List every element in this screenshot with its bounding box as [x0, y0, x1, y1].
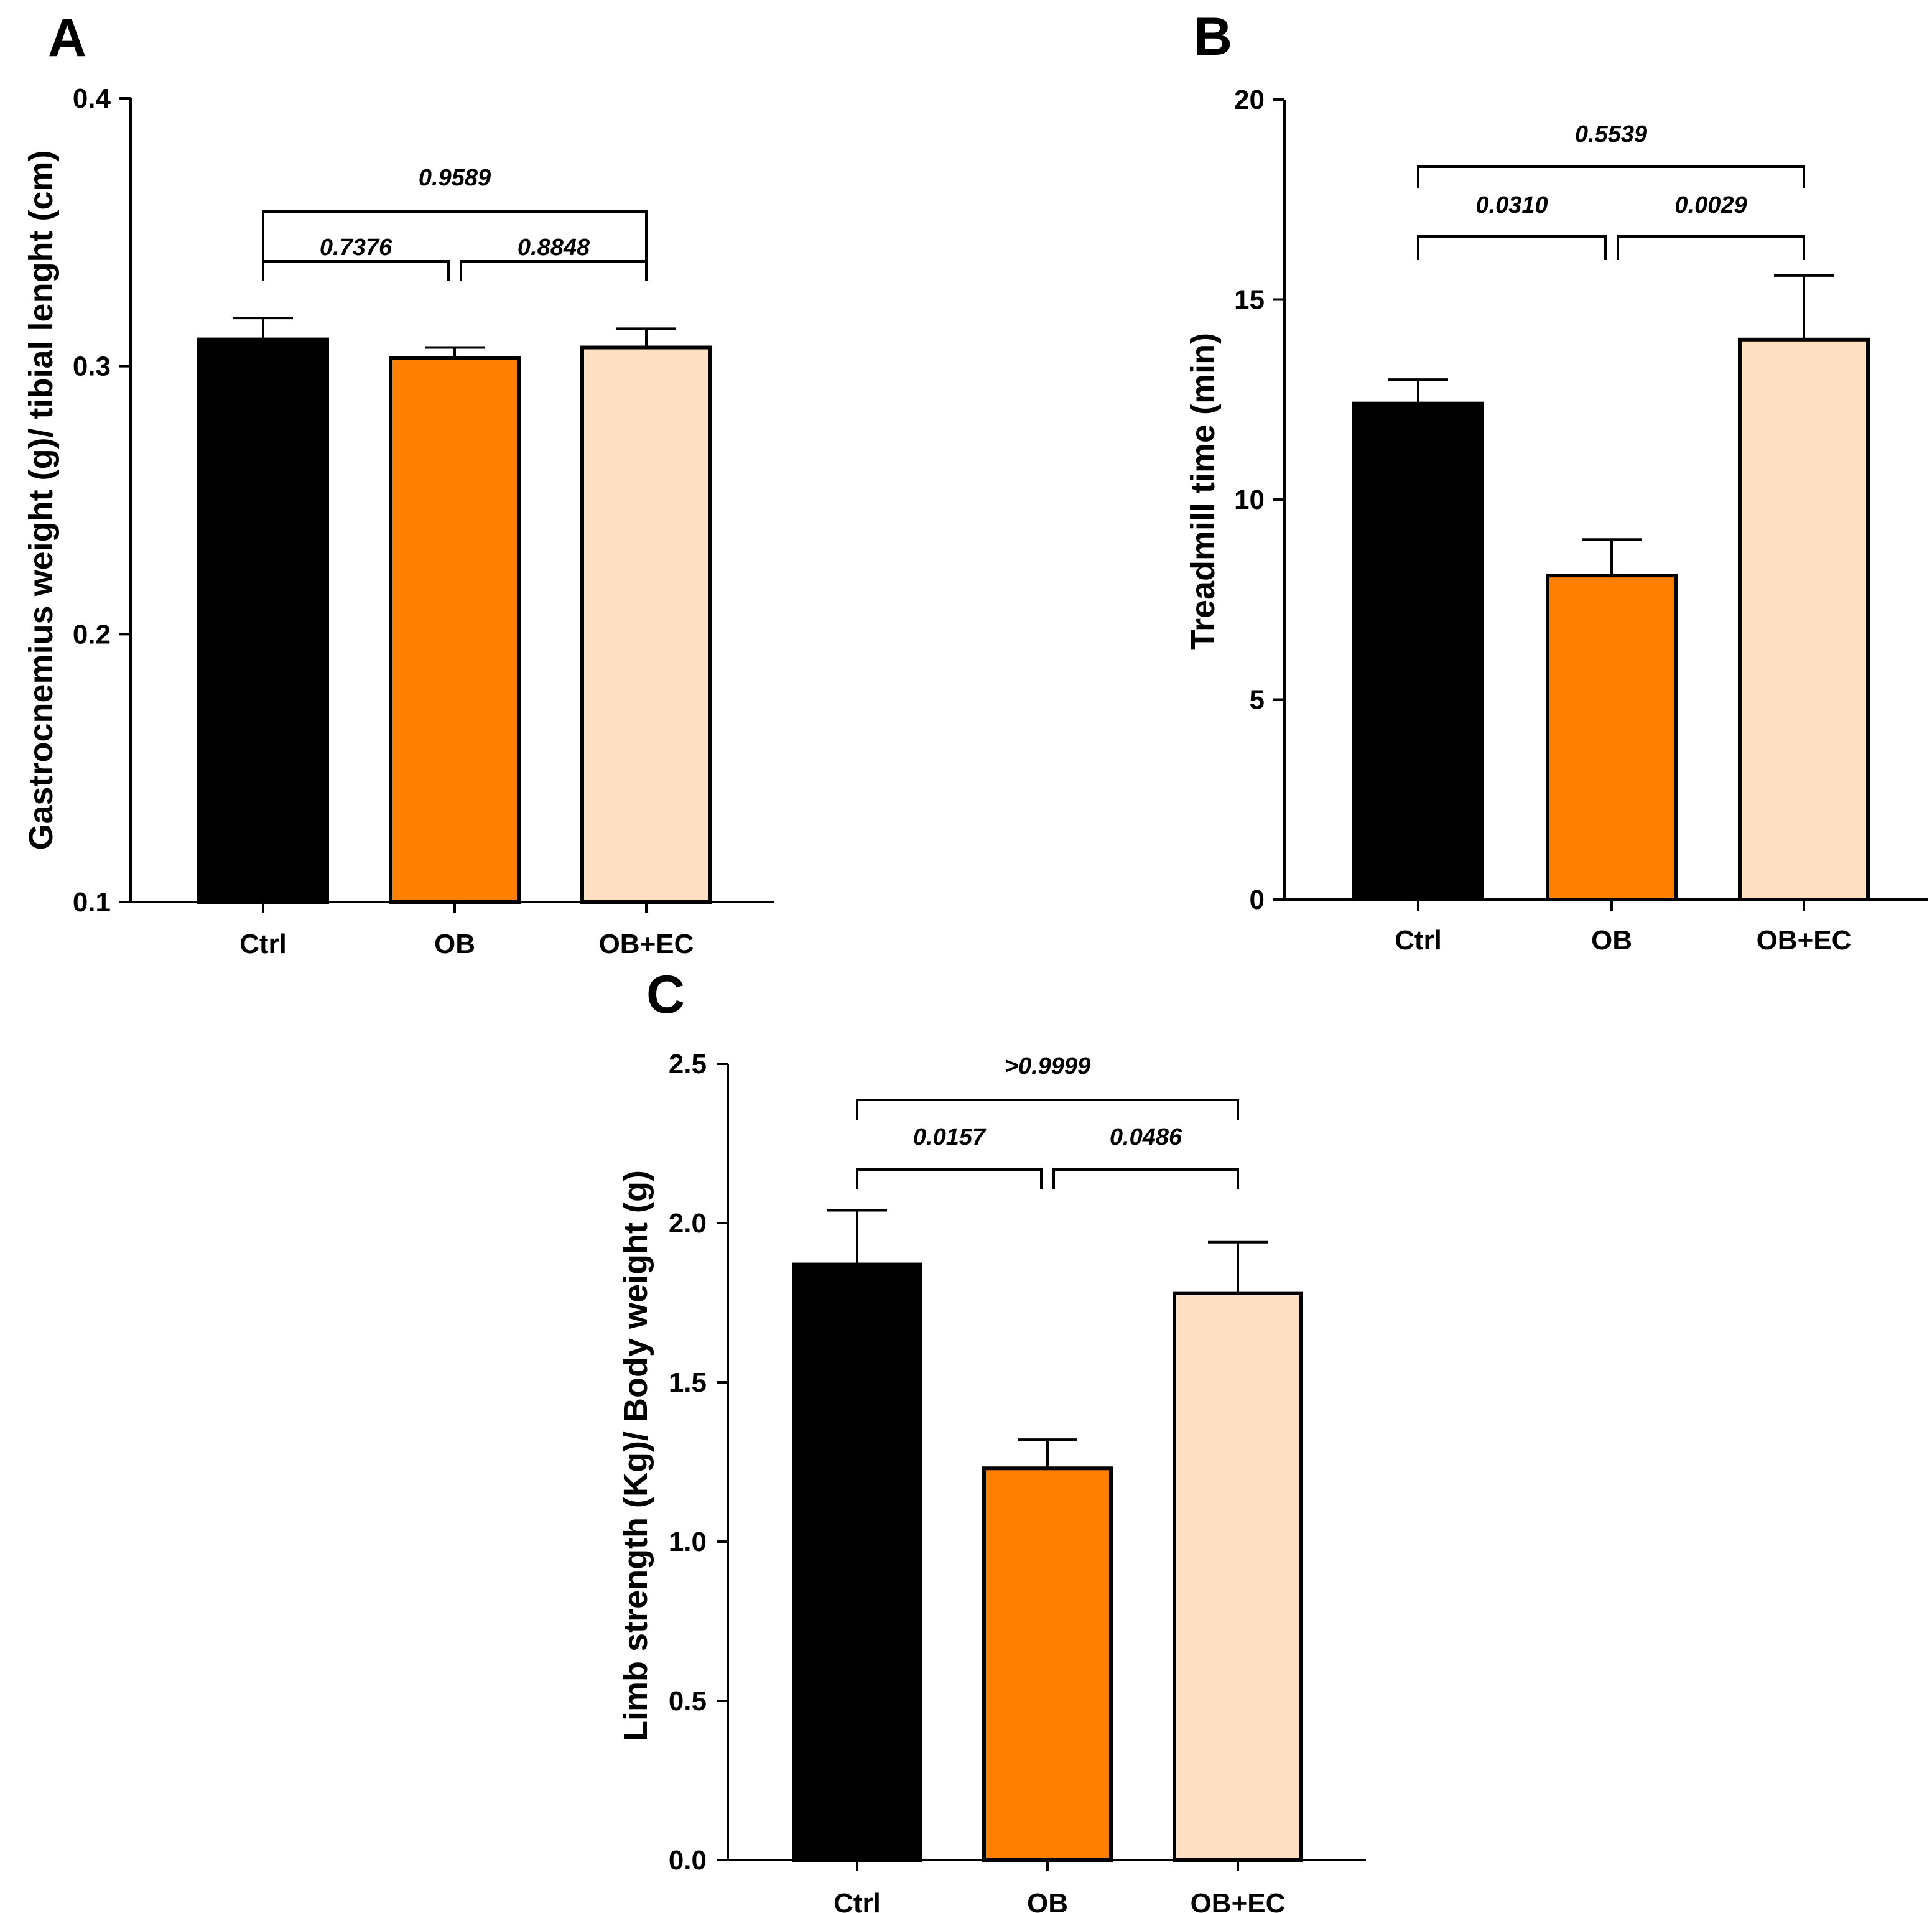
- y-tick-label: 1.5: [669, 1367, 707, 1398]
- p-value-label: 0.0310: [1475, 192, 1548, 218]
- significance-bracket: [1417, 235, 1607, 260]
- significance-bracket: [856, 1099, 1239, 1120]
- bar-ctrl: [1352, 401, 1484, 901]
- chart-panel-c: C Limb strength (Kg)/ Body weight (g) 0.0 0…: [617, 965, 1366, 1913]
- significance-bracket: [262, 210, 648, 261]
- y-tick-label: 2.0: [669, 1208, 707, 1239]
- panel-letter: C: [646, 965, 685, 1025]
- y-tick-label: 0.1: [73, 887, 111, 918]
- significance-bracket: [1617, 235, 1805, 260]
- x-tick-label: OB+EC: [1191, 1888, 1286, 1913]
- p-value-label: 0.0157: [913, 1124, 987, 1150]
- significance-bracket: [856, 1168, 1043, 1189]
- y-tick-label: 0: [1250, 885, 1265, 915]
- chart-panel-a: A Gastrocnemius weight (g)/ tibial lenght…: [22, 8, 774, 959]
- bar-ob: [982, 1466, 1113, 1862]
- y-tick-label: 0.4: [73, 83, 111, 114]
- y-tick-label: 15: [1234, 285, 1265, 315]
- y-tick-label: 0.2: [73, 619, 111, 649]
- x-tick-label: Ctrl: [834, 1888, 881, 1913]
- y-tick-label: 1.0: [669, 1527, 707, 1557]
- x-tick-label: Ctrl: [1395, 925, 1442, 956]
- bar-ob-ec: [1738, 337, 1870, 901]
- significance-bracket: [1417, 165, 1805, 188]
- x-tick-label: OB+EC: [599, 929, 694, 959]
- panel-letter: B: [1194, 7, 1232, 67]
- panel-letter: A: [48, 8, 86, 68]
- bar-ob: [1546, 574, 1678, 901]
- x-tick-label: OB+EC: [1757, 925, 1852, 956]
- y-tick-label: 2.5: [669, 1049, 707, 1079]
- chart-panel-b: B Treadmill time (min) 0 5 10 15 20 Ctrl OB OB+EC…: [1184, 7, 1928, 956]
- significance-bracket: [262, 260, 450, 281]
- y-tick-label: 10: [1234, 485, 1265, 515]
- y-tick-label: 0.3: [73, 351, 111, 382]
- significance-bracket: [1052, 1168, 1239, 1189]
- x-tick-label: Ctrl: [239, 929, 287, 959]
- p-value-label: 0.7376: [320, 235, 392, 261]
- bar-ob-ec: [1173, 1291, 1303, 1862]
- y-tick-label: 5: [1250, 685, 1265, 715]
- y-axis-title: Limb strength (Kg)/ Body weight (g): [617, 1170, 654, 1741]
- bar-ob: [389, 356, 521, 904]
- p-value-label: >0.9999: [1005, 1053, 1090, 1079]
- bar-ctrl: [792, 1262, 922, 1863]
- y-tick-label: 20: [1234, 85, 1265, 115]
- x-tick-label: OB: [1027, 1888, 1068, 1913]
- p-value-label: 0.8848: [518, 235, 590, 261]
- x-tick-label: OB: [1591, 925, 1632, 956]
- p-value-label: 0.0029: [1674, 192, 1747, 218]
- bar-ctrl: [197, 337, 329, 904]
- y-axis-title: Treadmill time (min): [1184, 333, 1222, 650]
- y-axis-title: Gastrocnemius weight (g)/ tibial lenght …: [22, 150, 60, 850]
- y-tick-label: 0.0: [669, 1845, 707, 1876]
- p-value-label: 0.9589: [419, 165, 491, 191]
- y-tick-label: 0.5: [669, 1686, 707, 1716]
- p-value-label: 0.5539: [1575, 121, 1647, 147]
- significance-bracket: [460, 260, 648, 281]
- p-value-label: 0.0486: [1110, 1124, 1182, 1150]
- bar-ob-ec: [580, 345, 712, 904]
- x-tick-label: OB: [434, 929, 475, 959]
